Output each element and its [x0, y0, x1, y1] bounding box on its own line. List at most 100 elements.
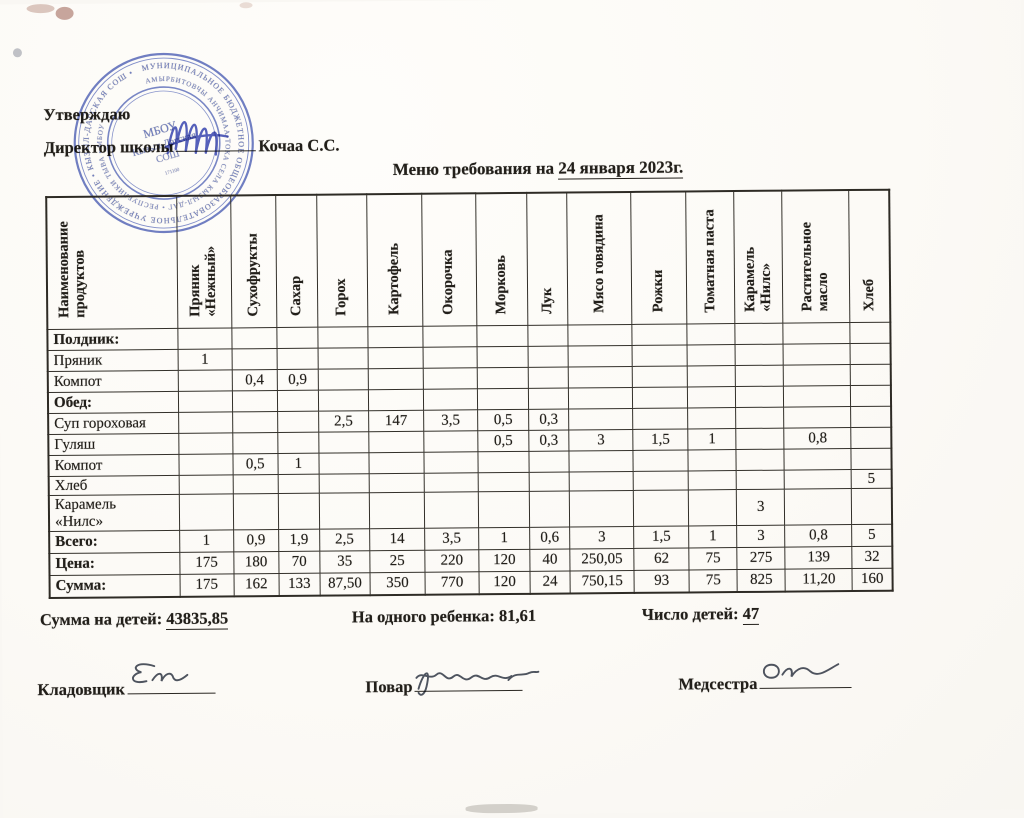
cell [368, 389, 424, 411]
cell: 0,3 [528, 430, 570, 452]
row-label: Карамель «Нилс» [48, 494, 180, 532]
cell: 139 [785, 546, 853, 570]
cell: 1 [177, 348, 232, 371]
cell [422, 346, 478, 369]
cell: 750,15 [570, 570, 635, 593]
column-header-label: Сахар [287, 275, 305, 316]
cell [850, 322, 891, 344]
row-label: Компот [47, 370, 179, 393]
cell: 5 [851, 524, 893, 547]
cell [527, 325, 569, 347]
cell: 0,6 [529, 527, 570, 550]
cell: 1 [277, 453, 319, 475]
cell: 32 [852, 546, 893, 569]
column-header-label: Горох [333, 278, 350, 316]
cell: 75 [688, 547, 738, 570]
cell: 350 [369, 572, 426, 595]
cell [232, 474, 279, 494]
cell [735, 407, 785, 429]
cell [424, 472, 479, 493]
cell [850, 343, 891, 365]
cell: 1 [179, 529, 234, 553]
cell: 3,5 [423, 409, 478, 432]
cell [567, 324, 633, 347]
cell [232, 432, 278, 454]
cell [317, 347, 369, 370]
column-header: Карамель «Нилс» [733, 190, 784, 324]
cell [178, 432, 233, 455]
director-signature [164, 120, 229, 156]
column-header: Сухофрукты [230, 195, 277, 328]
cell [783, 406, 852, 429]
cell [687, 407, 736, 429]
column-header-label: Томатная паста [701, 208, 718, 313]
director-name: Кочаа С.С. [258, 135, 340, 156]
cell: 75 [689, 569, 738, 592]
column-header-label: Картофель [385, 243, 403, 316]
cell [631, 323, 688, 346]
column-header-label: Наименование продуктов [55, 221, 89, 318]
cell [477, 367, 529, 389]
cell [528, 367, 569, 389]
cell [368, 368, 424, 390]
cell: 2,5 [318, 410, 369, 433]
cell [850, 364, 891, 386]
cell: 35 [319, 550, 370, 574]
cell [277, 390, 319, 412]
cell [319, 492, 370, 530]
cell [736, 470, 785, 490]
cell [735, 365, 784, 387]
cell: 175 [179, 551, 234, 575]
column-header: Картофель [366, 193, 423, 327]
cell: 220 [424, 549, 479, 573]
column-header-label: Морковь [492, 254, 510, 315]
nurse-signature [762, 663, 840, 679]
cell: 120 [478, 571, 531, 594]
column-header-label: Карамель «Нилс» [741, 246, 774, 312]
cell [569, 471, 634, 492]
cook-label: Повар [365, 676, 413, 697]
column-header: Окорочка [421, 193, 477, 327]
cell [850, 406, 892, 428]
cell: 87,50 [319, 572, 371, 596]
row-label: Гуляш [48, 433, 179, 456]
cell [178, 411, 233, 434]
scan-artifact [55, 6, 74, 20]
cell: 0,8 [784, 524, 853, 548]
cell [477, 346, 529, 368]
cell: 5 [851, 469, 892, 489]
stamp-micro-text: 171100 [165, 168, 181, 177]
cell [178, 453, 233, 476]
cell [423, 388, 478, 411]
cell [735, 323, 784, 345]
per-child-label: На одного ребенка: [351, 606, 495, 627]
cell: 3 [569, 526, 634, 550]
column-header: Горох [316, 194, 368, 328]
cell [633, 470, 689, 491]
cell [178, 493, 234, 531]
column-header-label: Сухофрукты [244, 232, 262, 317]
cell [851, 427, 892, 449]
cell [528, 346, 569, 368]
cell [369, 492, 425, 529]
column-header-label: Мясо говядина [590, 214, 607, 314]
cell [276, 348, 319, 370]
column-header: Мясо говядина [566, 191, 632, 326]
summary-line: Сумма на детей: 43835,85 На одного ребен… [2, 602, 1024, 637]
nurse-label: Медсестра [678, 673, 758, 694]
column-header-label: Лук [538, 287, 555, 314]
cell [478, 491, 530, 528]
cell [851, 448, 892, 470]
column-header-label: Рожки [650, 270, 667, 313]
column-header-label: Растительное масло [798, 221, 832, 312]
cell [232, 390, 278, 412]
cell: 14 [369, 528, 425, 551]
cell: 147 [368, 410, 424, 432]
cell [278, 493, 320, 530]
cell: 162 [233, 573, 279, 596]
row-label: Компот [48, 454, 179, 477]
cell [318, 368, 369, 391]
school-round-stamp: МУНИЦИПАЛЬНОЕ БЮДЖЕТНОЕ ОБЩЕОБРАЗОВАТЕЛЬ… [68, 46, 260, 240]
cell [478, 472, 530, 492]
column-header: Томатная паста [685, 191, 736, 324]
